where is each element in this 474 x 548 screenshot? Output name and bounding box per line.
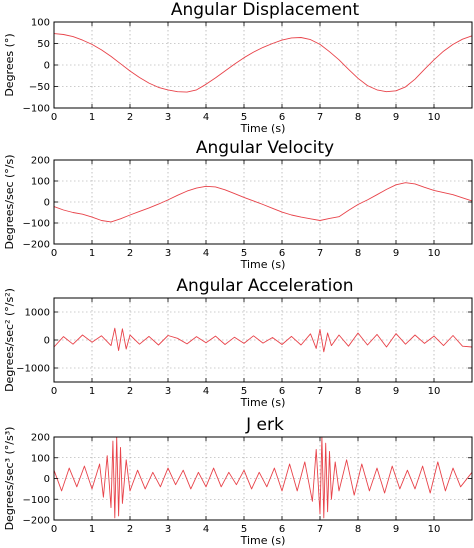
- x-tick-label: 3: [165, 524, 171, 535]
- x-tick-label: 8: [355, 112, 361, 123]
- y-axis-label: Degrees/sec² (°/s²): [3, 288, 16, 392]
- x-tick-label: 10: [428, 248, 441, 259]
- series-line: [53, 436, 473, 519]
- x-tick-label: 6: [279, 112, 285, 123]
- y-tick-label: 100: [31, 177, 50, 188]
- x-tick-label: 4: [203, 112, 209, 123]
- y-tick-label: −200: [23, 516, 50, 527]
- y-tick-label: −1000: [16, 364, 50, 375]
- x-tick-label: 2: [127, 524, 133, 535]
- x-tick-label: 6: [279, 386, 285, 397]
- x-tick-label: 9: [393, 248, 399, 259]
- x-tick-label: 1: [89, 524, 95, 535]
- x-axis-label: Time (s): [240, 534, 286, 547]
- y-tick-label: 200: [31, 433, 50, 444]
- x-tick-label: 3: [165, 112, 171, 123]
- x-tick-label: 5: [241, 112, 247, 123]
- y-tick-label: 0: [44, 336, 50, 347]
- chart-title: Angular Displacement: [171, 0, 360, 20]
- x-tick-label: 7: [317, 524, 323, 535]
- x-tick-label: 0: [51, 524, 57, 535]
- x-tick-label: 5: [241, 386, 247, 397]
- x-tick-label: 0: [51, 112, 57, 123]
- chart-title: Angular Acceleration: [176, 276, 353, 296]
- x-tick-label: 10: [428, 524, 441, 535]
- x-tick-label: 2: [127, 386, 133, 397]
- x-tick-label: 1: [89, 248, 95, 259]
- y-tick-label: −200: [23, 240, 50, 251]
- x-axis-label: Time (s): [240, 258, 286, 271]
- y-tick-label: 0: [44, 474, 50, 485]
- y-tick-label: 0: [44, 61, 50, 72]
- chart-panel-1: 0 1 2 3 4 5 6 7 8 9 10 −100 −50 0 50 100 Angular Displac…: [3, 0, 473, 135]
- y-tick-label: 100: [31, 453, 50, 464]
- y-tick-label: 100: [31, 18, 50, 29]
- series-line: [53, 182, 473, 223]
- chart-title: Angular Velocity: [196, 138, 334, 158]
- chart-panel-2: 0 1 2 3 4 5 6 7 8 9 10 −200 −100 0 100 200 Angular Veloc…: [3, 138, 473, 271]
- chart-panel-4: 0 1 2 3 4 5 6 7 8 9 10 −200 −100 0 100 200 J erk Time (s)…: [3, 415, 473, 547]
- x-tick-label: 3: [165, 248, 171, 259]
- x-tick-label: 10: [428, 386, 441, 397]
- x-tick-label: 9: [393, 386, 399, 397]
- y-tick-label: 50: [37, 39, 50, 50]
- x-tick-label: 7: [317, 112, 323, 123]
- y-axis-label: Degrees/sec (°/s): [3, 154, 16, 249]
- x-tick-label: 4: [203, 386, 209, 397]
- x-tick-label: 10: [428, 112, 441, 123]
- x-tick-label: 5: [241, 524, 247, 535]
- y-tick-label: −100: [23, 104, 50, 115]
- x-tick-label: 7: [317, 248, 323, 259]
- y-tick-label: 1000: [25, 308, 50, 319]
- y-tick-label: −50: [29, 82, 50, 93]
- x-tick-label: 0: [51, 248, 57, 259]
- x-tick-label: 3: [165, 386, 171, 397]
- x-tick-label: 5: [241, 248, 247, 259]
- x-tick-label: 8: [355, 386, 361, 397]
- x-tick-label: 2: [127, 112, 133, 123]
- y-tick-label: −100: [23, 495, 50, 506]
- series-line: [53, 33, 473, 93]
- x-tick-label: 9: [393, 524, 399, 535]
- x-tick-label: 8: [355, 524, 361, 535]
- series-line: [53, 327, 473, 353]
- x-axis-label: Time (s): [240, 396, 286, 409]
- y-axis-label: Degrees/sec³ (°/s³): [3, 427, 16, 531]
- x-tick-label: 0: [51, 386, 57, 397]
- y-axis-label: Degrees (°): [3, 33, 16, 96]
- x-tick-label: 6: [279, 248, 285, 259]
- x-tick-label: 9: [393, 112, 399, 123]
- x-tick-label: 4: [203, 524, 209, 535]
- x-tick-label: 8: [355, 248, 361, 259]
- chart-title: J erk: [245, 415, 284, 435]
- x-tick-label: 1: [89, 112, 95, 123]
- x-axis-label: Time (s): [240, 122, 286, 135]
- x-tick-label: 4: [203, 248, 209, 259]
- y-tick-label: 0: [44, 198, 50, 209]
- x-tick-label: 7: [317, 386, 323, 397]
- y-tick-label: 200: [31, 156, 50, 167]
- x-tick-label: 6: [279, 524, 285, 535]
- y-tick-label: −100: [23, 219, 50, 230]
- x-tick-label: 2: [127, 248, 133, 259]
- x-tick-label: 1: [89, 386, 95, 397]
